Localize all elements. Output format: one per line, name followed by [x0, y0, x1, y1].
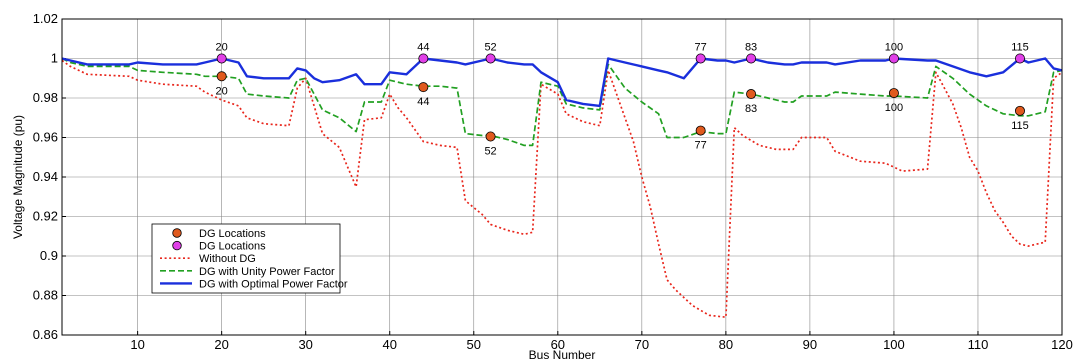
- y-axis-label: Voltage Magnitude (pu): [11, 115, 25, 239]
- dg-marker: [485, 53, 496, 64]
- series-line-0: [61, 59, 1063, 319]
- dg-marker-label: 52: [484, 146, 496, 158]
- dg-marker-label: 77: [695, 140, 707, 152]
- dg-marker: [695, 125, 706, 136]
- dg-marker-label: 100: [885, 42, 903, 54]
- legend-marker-swatch: [172, 228, 182, 238]
- legend-marker-swatch: [172, 240, 182, 251]
- series-lines: [61, 57, 1063, 319]
- y-tick-label: 0.98: [33, 90, 58, 105]
- legend-label: Without DG: [199, 253, 256, 265]
- dg-marker-label: 100: [885, 102, 903, 114]
- dg-marker-label: 52: [484, 42, 496, 54]
- y-tick-label: 0.92: [33, 209, 58, 224]
- legend-label: DG Locations: [199, 228, 266, 240]
- y-tick-label: 0.86: [33, 327, 58, 342]
- y-axis-ticks: 0.86 0.88 0.9 0.92 0.94 0.96 0.98 1 1.02: [33, 11, 66, 342]
- dg-marker: [888, 53, 899, 64]
- dg-marker: [418, 82, 429, 93]
- x-axis-label: Bus Number: [529, 348, 596, 362]
- dg-marker: [888, 88, 899, 99]
- dg-marker: [746, 89, 757, 100]
- legend-label: DG with Unity Power Factor: [199, 266, 335, 278]
- x-tick-label: 30: [298, 337, 312, 352]
- x-tick-label: 80: [719, 337, 733, 352]
- dg-marker-label: 77: [695, 42, 707, 54]
- x-tick-label: 10: [130, 337, 144, 352]
- x-tick-label: 20: [214, 337, 228, 352]
- dg-marker-label: 44: [417, 96, 429, 108]
- dg-marker: [485, 131, 496, 142]
- y-tick-label: 1: [51, 51, 58, 66]
- dg-marker: [695, 53, 706, 64]
- legend-label: DG Locations: [199, 241, 266, 253]
- y-tick-label: 0.9: [40, 248, 58, 263]
- dg-marker-label: 115: [1011, 42, 1029, 54]
- x-tick-label: 90: [803, 337, 817, 352]
- dg-marker: [1014, 105, 1025, 116]
- x-tick-label: 70: [635, 337, 649, 352]
- x-tick-label: 110: [968, 337, 989, 352]
- x-axis-ticks: 10 20 30 40 50 60 70 80 90 100 110 120: [130, 331, 1073, 352]
- y-tick-label: 0.94: [33, 169, 58, 184]
- dg-marker-label: 20: [216, 85, 228, 97]
- x-tick-label: 120: [1051, 337, 1073, 352]
- dg-marker-label: 83: [745, 103, 757, 115]
- y-tick-label: 1.02: [33, 11, 58, 26]
- plot-frame: [61, 18, 1063, 336]
- x-tick-label: 60: [551, 337, 565, 352]
- series-line-1: [61, 57, 1063, 147]
- x-tick-label: 50: [467, 337, 481, 352]
- dg-marker: [216, 53, 227, 64]
- series-line-2: [61, 57, 1063, 108]
- dg-marker: [1014, 53, 1025, 64]
- dg-marker-label: 20: [216, 42, 228, 54]
- dg-marker-label: 83: [745, 42, 757, 54]
- dg-marker: [216, 71, 227, 82]
- dg-marker: [746, 53, 757, 64]
- x-tick-label: 100: [883, 337, 905, 352]
- dg-marker-label: 115: [1011, 120, 1029, 132]
- x-tick-label: 40: [382, 337, 396, 352]
- y-tick-label: 0.96: [33, 130, 58, 145]
- dg-marker: [418, 53, 429, 64]
- dg-marker-label: 44: [417, 42, 429, 54]
- legend-label: DG with Optimal Power Factor: [199, 278, 348, 290]
- dg-location-markers: 20 44 52 77 83 100 115 20 44 52 77 83 100 115: [216, 42, 1029, 158]
- y-tick-label: 0.88: [33, 288, 58, 303]
